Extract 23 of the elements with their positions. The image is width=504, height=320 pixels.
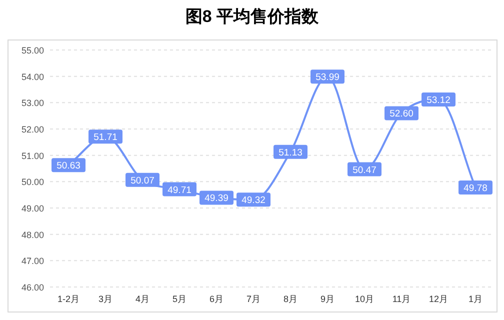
y-tick-label: 53.00 (21, 98, 44, 108)
y-tick-label: 55.00 (21, 46, 44, 56)
y-tick-label: 46.00 (21, 282, 44, 292)
chart-title: 图8 平均售价指数 (185, 7, 320, 26)
x-tick-label: 1-2月 (57, 294, 80, 304)
y-tick-label: 52.00 (21, 124, 44, 134)
x-tick-label: 3月 (98, 294, 113, 304)
x-tick-label: 9月 (320, 294, 335, 304)
y-tick-label: 50.00 (21, 177, 44, 188)
x-tick-label: 10月 (354, 294, 374, 304)
x-tick-label: 1月 (468, 294, 483, 304)
y-tick-label: 47.00 (21, 256, 44, 266)
y-tick-label: 51.00 (21, 150, 44, 161)
x-tick-label: 7月 (246, 294, 261, 304)
x-tick-label: 5月 (172, 294, 187, 304)
x-tick-label: 12月 (428, 294, 448, 304)
x-tick-label: 6月 (209, 294, 224, 304)
y-tick-label: 48.00 (21, 230, 44, 240)
y-tick-label: 49.00 (21, 204, 44, 214)
y-tick-label: 54.00 (21, 72, 44, 82)
x-tick-label: 4月 (135, 294, 150, 304)
x-tick-label: 11月 (392, 294, 411, 304)
x-tick-label: 8月 (283, 294, 298, 304)
